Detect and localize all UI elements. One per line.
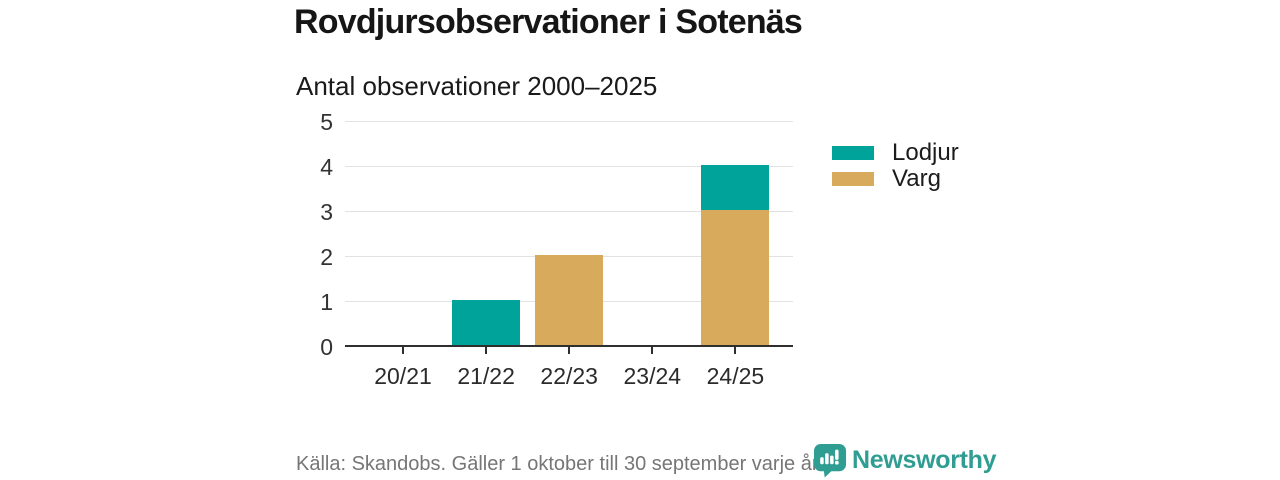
x-axis-tick [485, 347, 488, 354]
legend-label: Lodjur [892, 139, 959, 166]
x-axis-tick [651, 347, 654, 354]
chart-title: Rovdjursobservationer i Sotenäs [294, 3, 803, 41]
x-axis-tick [402, 347, 404, 354]
y-axis-label: 1 [320, 289, 333, 315]
x-axis-tick [734, 347, 737, 354]
gridline [345, 166, 793, 167]
x-axis-line [345, 345, 793, 347]
legend-item-lodjur: Lodjur [832, 140, 959, 166]
legend-swatch-lodjur [832, 146, 874, 160]
newsworthy-logo-icon [813, 443, 847, 478]
legend-item-varg: Varg [832, 166, 959, 192]
x-axis-label: 20/21 [374, 363, 432, 389]
brand: Newsworthy [813, 443, 997, 478]
gridline [345, 121, 793, 122]
gridline [345, 211, 793, 212]
bar-segment-varg [535, 255, 604, 345]
x-axis-label: 22/23 [540, 363, 598, 389]
plot-area: 0 1 2 3 4 5 20/21 21/22 22/23 23/24 24/25 [320, 109, 793, 389]
chart-subtitle: Antal observationer 2000–2025 [296, 71, 658, 101]
x-axis-label: 21/22 [457, 363, 515, 389]
y-axis-label: 4 [320, 154, 333, 180]
bar-segment-lodjur [701, 165, 770, 210]
legend: Lodjur Varg [832, 140, 959, 192]
source-note: Källa: Skandobs. Gäller 1 oktober till 3… [296, 453, 823, 475]
x-axis-tick [568, 347, 571, 354]
bar-segment-lodjur [452, 300, 521, 345]
y-axis-label: 2 [320, 244, 333, 270]
x-axis-label: 24/25 [706, 363, 765, 389]
y-axis-label: 3 [320, 199, 333, 225]
x-axis-label: 23/24 [623, 363, 682, 389]
legend-swatch-varg [832, 172, 874, 186]
y-axis-label: 5 [320, 109, 333, 135]
legend-label: Varg [892, 165, 941, 192]
y-axis-label: 0 [320, 334, 333, 360]
brand-name: Newsworthy [852, 446, 997, 474]
bar-segment-varg [701, 210, 770, 345]
